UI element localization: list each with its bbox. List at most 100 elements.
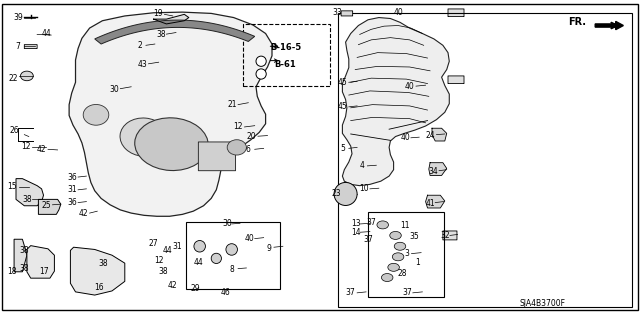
Text: 28: 28 [397, 269, 406, 278]
Text: 15: 15 [6, 182, 17, 191]
Text: 41: 41 [425, 199, 435, 208]
Text: 6: 6 [246, 145, 251, 154]
Bar [368, 212, 444, 297]
Text: 44: 44 [193, 258, 204, 267]
Polygon shape [429, 163, 447, 175]
Bar [186, 222, 280, 289]
Text: 36: 36 [67, 173, 77, 182]
Circle shape [256, 56, 266, 66]
Text: 8: 8 [229, 265, 234, 274]
Text: 38: 38 [22, 195, 33, 204]
Polygon shape [154, 14, 189, 24]
Text: 33: 33 [332, 8, 342, 17]
Text: 44: 44 [41, 29, 51, 38]
FancyBboxPatch shape [341, 11, 353, 16]
Text: 12: 12 [154, 256, 163, 265]
Text: 23: 23 [332, 189, 342, 198]
Circle shape [194, 241, 205, 252]
Ellipse shape [390, 232, 401, 239]
Text: 25: 25 [42, 201, 52, 210]
Polygon shape [27, 246, 54, 278]
Text: FR.: FR. [568, 17, 586, 27]
Text: 26: 26 [9, 126, 19, 135]
Text: 18: 18 [7, 267, 16, 276]
Ellipse shape [227, 140, 246, 155]
Bar [338, 13, 632, 307]
Text: 38: 38 [156, 30, 166, 39]
Text: 37: 37 [363, 235, 373, 244]
Text: 38: 38 [158, 267, 168, 276]
Text: 29: 29 [190, 284, 200, 293]
Text: 3: 3 [404, 249, 409, 258]
Text: 38: 38 [99, 259, 109, 268]
Ellipse shape [394, 242, 406, 250]
Text: 42: 42 [168, 281, 178, 290]
Ellipse shape [135, 118, 208, 171]
Text: 14: 14 [351, 228, 361, 237]
Text: 11: 11 [400, 221, 409, 230]
Circle shape [256, 69, 266, 79]
Circle shape [211, 253, 221, 263]
FancyBboxPatch shape [443, 231, 457, 240]
Text: 1: 1 [415, 258, 420, 267]
Text: 40: 40 [393, 8, 403, 17]
Text: 37: 37 [403, 288, 413, 297]
Ellipse shape [120, 118, 168, 156]
Bar [243, 24, 330, 86]
Polygon shape [70, 247, 125, 295]
Text: 24: 24 [426, 131, 436, 140]
Text: 21: 21 [228, 100, 237, 109]
Polygon shape [69, 12, 272, 216]
FancyBboxPatch shape [448, 76, 464, 84]
Ellipse shape [377, 221, 388, 229]
Text: 2: 2 [137, 41, 142, 50]
Text: 31: 31 [67, 185, 77, 194]
Text: 35: 35 [410, 232, 420, 241]
Ellipse shape [388, 263, 399, 271]
Text: 44: 44 [163, 246, 173, 255]
Text: 16: 16 [94, 283, 104, 292]
Text: 43: 43 [137, 60, 147, 69]
Text: 12: 12 [21, 142, 30, 151]
Text: 42: 42 [78, 209, 88, 218]
Text: B-16-5: B-16-5 [271, 43, 301, 52]
Text: 4: 4 [359, 161, 364, 170]
Text: 46: 46 [221, 288, 231, 297]
Circle shape [334, 182, 357, 205]
Polygon shape [595, 21, 623, 30]
Text: 42: 42 [36, 145, 47, 154]
Text: 34: 34 [428, 167, 438, 176]
Ellipse shape [83, 105, 109, 125]
Text: 30: 30 [222, 219, 232, 228]
Text: 45: 45 [337, 78, 348, 87]
Polygon shape [16, 179, 44, 206]
Text: 20: 20 [246, 132, 257, 141]
Circle shape [226, 244, 237, 255]
Text: SJA4B3700F: SJA4B3700F [520, 299, 566, 308]
Text: 31: 31 [172, 242, 182, 251]
Text: 17: 17 [38, 267, 49, 276]
Text: 5: 5 [340, 144, 345, 153]
Polygon shape [14, 239, 27, 272]
Text: 45: 45 [337, 102, 348, 111]
Text: 13: 13 [351, 219, 361, 228]
Ellipse shape [20, 71, 33, 81]
Text: 10: 10 [358, 184, 369, 193]
Text: 40: 40 [404, 82, 415, 91]
Text: 12: 12 [234, 122, 243, 131]
Polygon shape [38, 199, 61, 214]
Text: 7: 7 [15, 42, 20, 51]
Text: 32: 32 [440, 231, 450, 240]
Text: 37: 37 [366, 218, 376, 227]
Text: 37: 37 [346, 288, 356, 297]
Text: 38: 38 [19, 246, 29, 255]
FancyBboxPatch shape [448, 9, 464, 17]
Text: B-61: B-61 [274, 60, 296, 69]
Polygon shape [426, 195, 445, 208]
Text: 39: 39 [13, 13, 23, 22]
Polygon shape [432, 128, 447, 141]
Text: 9: 9 [266, 244, 271, 253]
Text: 22: 22 [8, 74, 17, 83]
Text: 40: 40 [244, 234, 255, 243]
FancyBboxPatch shape [24, 45, 37, 48]
